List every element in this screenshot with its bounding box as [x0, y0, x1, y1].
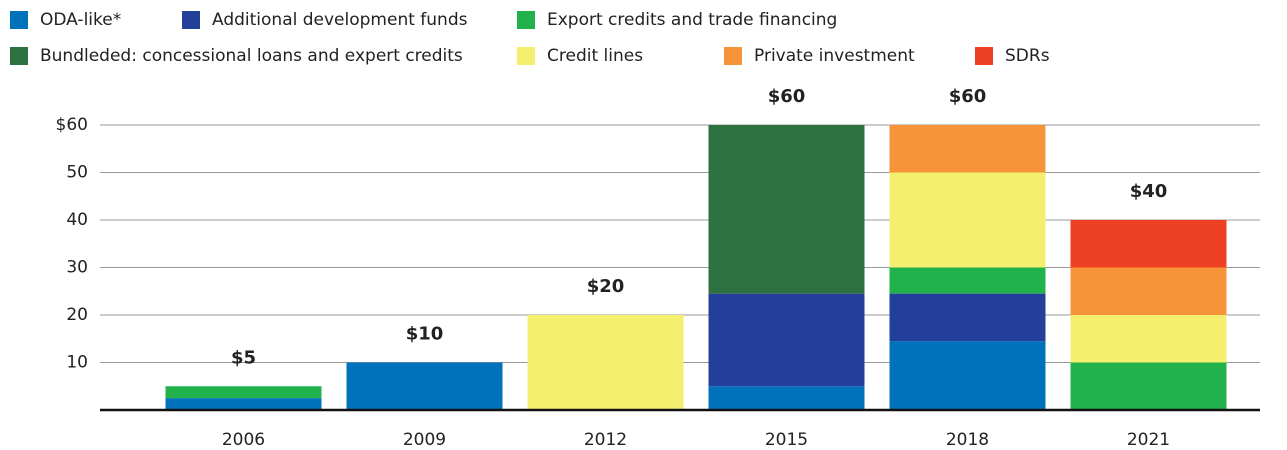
legend-label: SDRs	[1005, 46, 1050, 66]
total-label: $10	[406, 324, 444, 345]
legend-swatch	[10, 11, 28, 29]
bar-segment	[708, 125, 865, 294]
legend-label: Bundleded: concessional loans and expert…	[40, 46, 463, 66]
y-tick-label: 50	[66, 163, 88, 183]
legend-label: Credit lines	[547, 46, 643, 66]
y-tick-label: 30	[66, 258, 88, 278]
y-tick-label: $60	[56, 115, 88, 135]
legend-label: Private investment	[754, 46, 915, 66]
bar-segment	[165, 398, 322, 410]
total-label: $60	[949, 86, 987, 107]
bar-segment	[889, 267, 1046, 294]
legend-swatch	[724, 47, 742, 65]
bar-segment	[889, 293, 1046, 342]
legend-swatch	[10, 47, 28, 65]
bar-segment	[889, 125, 1046, 173]
legend-label: ODA-like*	[40, 10, 121, 30]
x-tick-label: 2018	[946, 430, 989, 450]
bar-segment	[708, 293, 865, 387]
total-label: $5	[231, 347, 256, 368]
bar-segment	[527, 315, 684, 410]
bar-segment	[1070, 267, 1227, 315]
bar-segment	[346, 362, 503, 410]
total-label: $60	[768, 86, 806, 107]
bar-segment	[165, 386, 322, 399]
legend-swatch	[182, 11, 200, 29]
x-tick-label: 2006	[222, 430, 265, 450]
x-tick-label: 2012	[584, 430, 627, 450]
x-tick-label: 2015	[765, 430, 808, 450]
bar-segment	[889, 341, 1046, 410]
y-tick-label: 10	[66, 353, 88, 373]
bar-segment	[708, 386, 865, 410]
bar-segment	[889, 172, 1046, 268]
legend-label: Additional development funds	[212, 10, 468, 30]
legend-swatch	[517, 47, 535, 65]
total-label: $20	[587, 276, 625, 297]
x-tick-label: 2021	[1127, 430, 1170, 450]
legend-label: Export credits and trade financing	[547, 10, 837, 30]
total-label: $40	[1130, 181, 1168, 202]
legend-swatch	[517, 11, 535, 29]
x-tick-label: 2009	[403, 430, 446, 450]
y-tick-label: 20	[66, 305, 88, 325]
bar-segment	[1070, 362, 1227, 410]
y-tick-label: 40	[66, 210, 88, 230]
bar-segment	[1070, 315, 1227, 363]
legend-swatch	[975, 47, 993, 65]
bar-segment	[1070, 220, 1227, 268]
